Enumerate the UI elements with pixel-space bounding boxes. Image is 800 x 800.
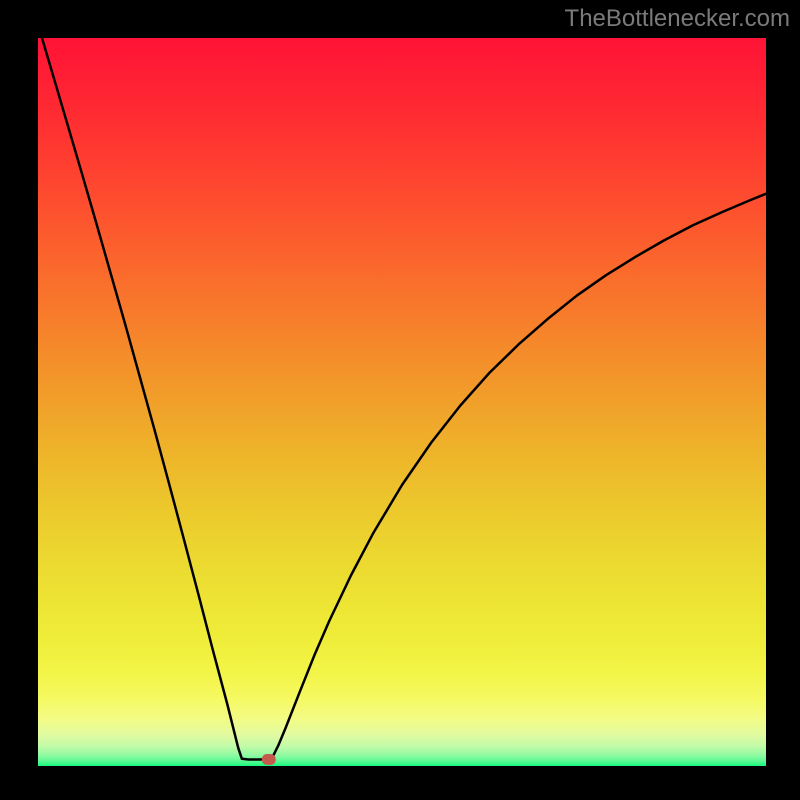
chart-canvas: TheBottlenecker.com	[0, 0, 800, 800]
watermark-text: TheBottlenecker.com	[565, 5, 790, 32]
current-config-marker	[262, 754, 276, 765]
bottleneck-chart: TheBottlenecker.com	[0, 0, 800, 800]
